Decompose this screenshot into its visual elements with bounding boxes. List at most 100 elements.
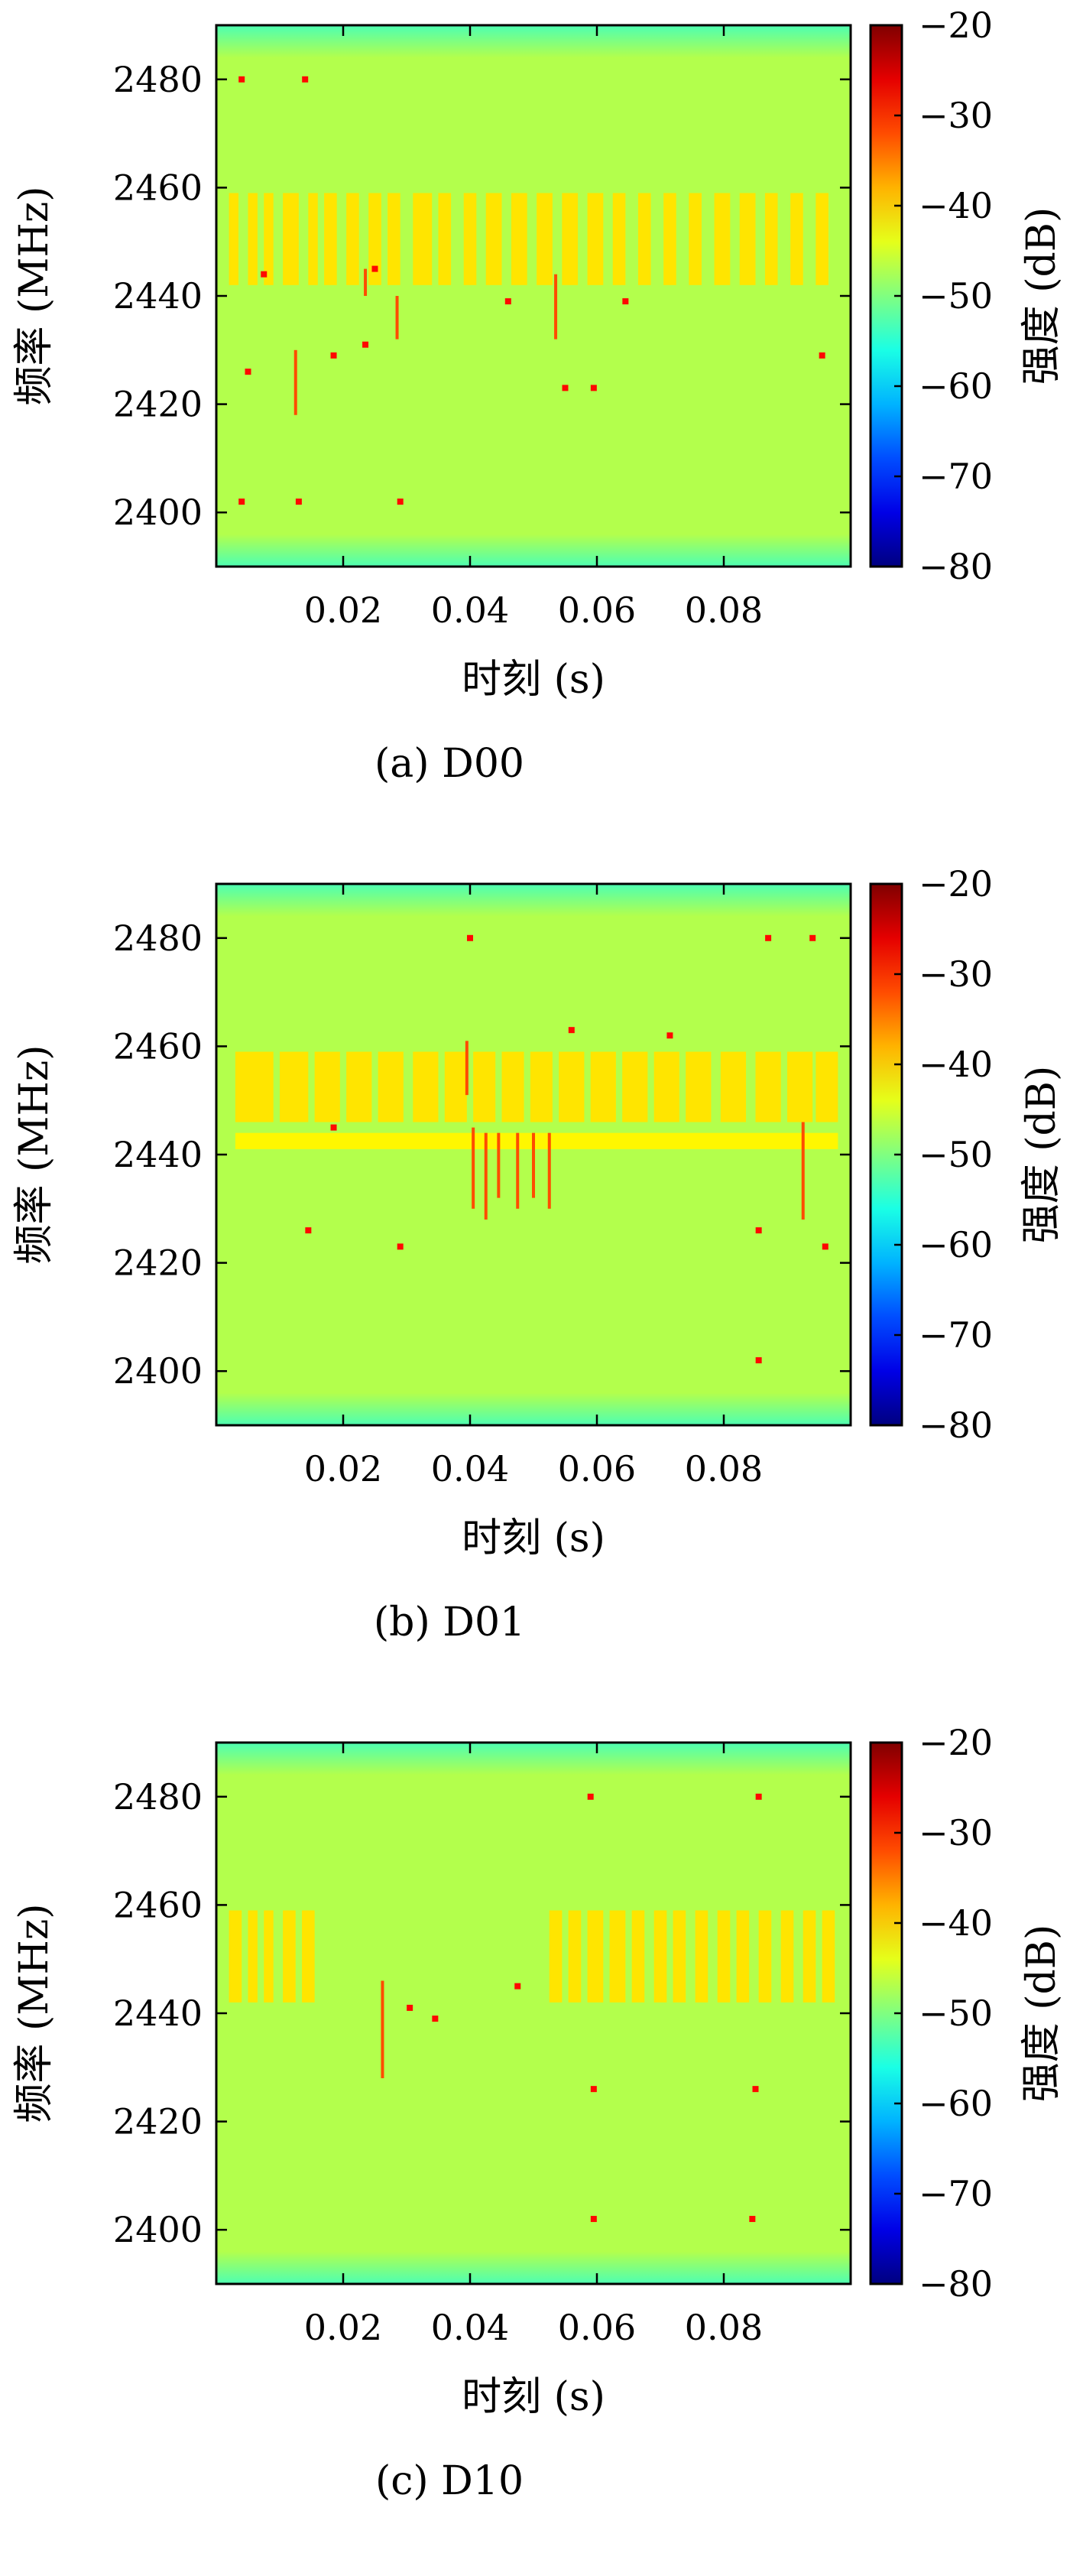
y-tick-label: 2420 xyxy=(113,2101,203,2142)
y-axis-label: 频率 (MHz) xyxy=(11,1044,57,1264)
y-tick-label: 2480 xyxy=(113,59,203,100)
colorbar-label: 强度 (dB) xyxy=(1019,207,1065,385)
signal-dot xyxy=(755,1357,762,1364)
signal-dot xyxy=(590,2086,597,2093)
signal-dot xyxy=(302,76,309,83)
y-axis-label: 频率 (MHz) xyxy=(11,1903,57,2123)
y-tick-label: 2480 xyxy=(113,1776,203,1817)
x-tick-label: 0.04 xyxy=(431,590,509,631)
signal-dot xyxy=(238,76,245,83)
signal-spike xyxy=(465,1041,469,1096)
signal-spike xyxy=(364,268,368,296)
colorbar-tick-label: −20 xyxy=(919,863,993,905)
x-tick-label: 0.02 xyxy=(304,2307,382,2348)
signal-dot xyxy=(765,934,772,941)
signal-burst xyxy=(736,1910,750,2003)
signal-dot xyxy=(666,1032,673,1039)
signal-burst xyxy=(235,1132,838,1149)
signal-burst xyxy=(264,1910,274,2003)
x-tick-label: 0.08 xyxy=(685,590,763,631)
signal-burst xyxy=(511,193,527,285)
signal-burst xyxy=(314,1051,340,1122)
colorbar-tick-label: −70 xyxy=(919,1314,993,1356)
x-tick-label: 0.06 xyxy=(558,1448,636,1489)
y-tick-label: 2400 xyxy=(113,492,203,533)
y-tick-label: 2440 xyxy=(113,1993,203,2034)
signal-dot xyxy=(819,352,825,359)
signal-burst xyxy=(720,1051,747,1122)
signal-burst xyxy=(590,1051,616,1122)
signal-burst xyxy=(803,1910,816,2003)
signal-burst xyxy=(229,193,239,285)
signal-dot xyxy=(407,2004,413,2011)
signal-spike xyxy=(293,349,297,415)
heatmap-background xyxy=(216,25,851,567)
signal-dot xyxy=(295,499,302,505)
signal-dot xyxy=(587,1793,594,1800)
signal-dot xyxy=(749,2216,756,2223)
signal-dot xyxy=(562,385,569,391)
x-tick-label: 0.04 xyxy=(431,1448,509,1489)
signal-spike xyxy=(801,1122,805,1220)
signal-burst xyxy=(438,193,452,285)
colorbar-tick-label: −70 xyxy=(919,2173,993,2214)
signal-burst xyxy=(695,1910,708,2003)
signal-burst xyxy=(815,193,828,285)
colorbar-tick-label: −60 xyxy=(919,1224,993,1265)
signal-burst xyxy=(302,1910,315,2003)
signal-burst xyxy=(612,193,626,285)
colorbar-tick-label: −60 xyxy=(919,2083,993,2124)
signal-burst xyxy=(631,1910,645,2003)
signal-burst xyxy=(280,1051,309,1122)
x-tick-label: 0.08 xyxy=(685,1448,763,1489)
signal-burst xyxy=(653,1051,679,1122)
heatmap-background xyxy=(216,1743,851,2284)
signal-burst xyxy=(559,1051,585,1122)
signal-burst xyxy=(815,1051,838,1122)
signal-burst xyxy=(787,1051,813,1122)
x-tick-label: 0.02 xyxy=(304,590,382,631)
signal-dot xyxy=(755,1793,762,1800)
colorbar-tick-label: −50 xyxy=(919,1993,993,2034)
signal-burst xyxy=(653,1910,667,2003)
signal-burst xyxy=(686,1051,712,1122)
signal-burst xyxy=(562,193,579,285)
signal-burst xyxy=(229,1910,242,2003)
y-tick-label: 2420 xyxy=(113,384,203,425)
signal-dot xyxy=(755,1227,762,1234)
colorbar-label: 强度 (dB) xyxy=(1019,1925,1065,2103)
signal-spike xyxy=(472,1127,475,1209)
signal-burst xyxy=(739,193,756,285)
signal-burst xyxy=(689,193,702,285)
signal-dot xyxy=(371,265,378,272)
colorbar-tick-label: −40 xyxy=(919,185,993,226)
colorbar-tick-label: −40 xyxy=(919,1044,993,1085)
signal-dot xyxy=(362,341,369,348)
signal-burst xyxy=(663,193,676,285)
signal-spike xyxy=(497,1132,501,1198)
signal-spike xyxy=(484,1132,488,1220)
signal-burst xyxy=(587,1910,604,2003)
x-tick-label: 0.06 xyxy=(558,590,636,631)
signal-burst xyxy=(235,1051,274,1122)
signal-burst xyxy=(248,193,258,285)
signal-burst xyxy=(501,1051,524,1122)
signal-burst xyxy=(346,1051,372,1122)
signal-dot xyxy=(504,298,511,305)
colorbar-tick-label: −20 xyxy=(919,1722,993,1763)
signal-burst xyxy=(780,1910,794,2003)
spectrogram-d00: 0.02 0.04 0.06 0.08 2400 2420 2440 2460 2480 时刻 (… xyxy=(11,5,1065,787)
signal-burst xyxy=(764,193,778,285)
signal-dot xyxy=(822,1243,828,1250)
signal-dot xyxy=(568,1027,575,1034)
signal-spike xyxy=(395,296,399,339)
colorbar-tick-label: −80 xyxy=(919,2263,993,2305)
y-tick-label: 2480 xyxy=(113,918,203,959)
signal-burst xyxy=(758,1910,772,2003)
colorbar-tick-label: −80 xyxy=(919,546,993,587)
x-tick-label: 0.02 xyxy=(304,1448,382,1489)
y-tick-label: 2460 xyxy=(113,1884,203,1925)
signal-dot xyxy=(305,1227,312,1234)
y-tick-label: 2440 xyxy=(113,275,203,317)
signal-dot xyxy=(752,2086,759,2093)
